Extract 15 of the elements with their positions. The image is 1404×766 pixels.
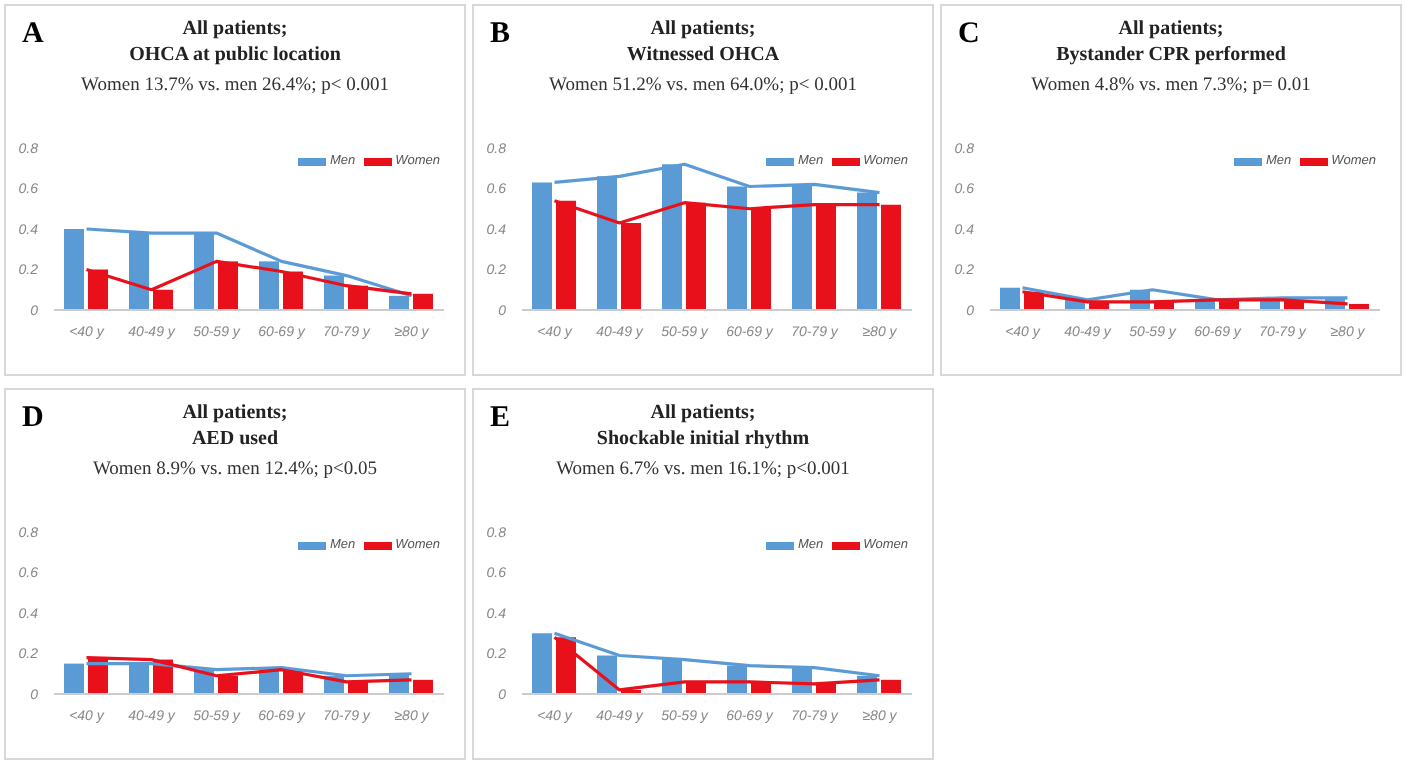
chart-subtitle: Women 13.7% vs. men 26.4%; p< 0.001 <box>79 76 391 96</box>
chart-subtitle: Women 8.9% vs. men 12.4%; p<0.05 <box>90 460 380 480</box>
chart-title: All patients; Shockable initial rhythm <box>594 400 812 452</box>
text: D <box>22 402 44 436</box>
chart-subtitle: Women 51.2% vs. men 64.0%; p< 0.001 <box>547 76 859 96</box>
text: B <box>490 18 511 52</box>
text: C <box>958 18 980 52</box>
chart-title: All patients; Witnessed OHCA <box>624 16 782 68</box>
text: E <box>490 402 511 436</box>
chart-subtitle: Women 6.7% vs. men 16.1%; p<0.001 <box>554 460 852 480</box>
chart-title: All patients; Bystander CPR performed <box>1054 16 1288 68</box>
chart-subtitle: Women 4.8% vs. men 7.3%; p= 0.01 <box>1029 76 1313 96</box>
chart-title: All patients; OHCA at public location <box>127 16 343 68</box>
chart-title: All patients; AED used <box>180 400 290 452</box>
text: A <box>22 18 44 52</box>
